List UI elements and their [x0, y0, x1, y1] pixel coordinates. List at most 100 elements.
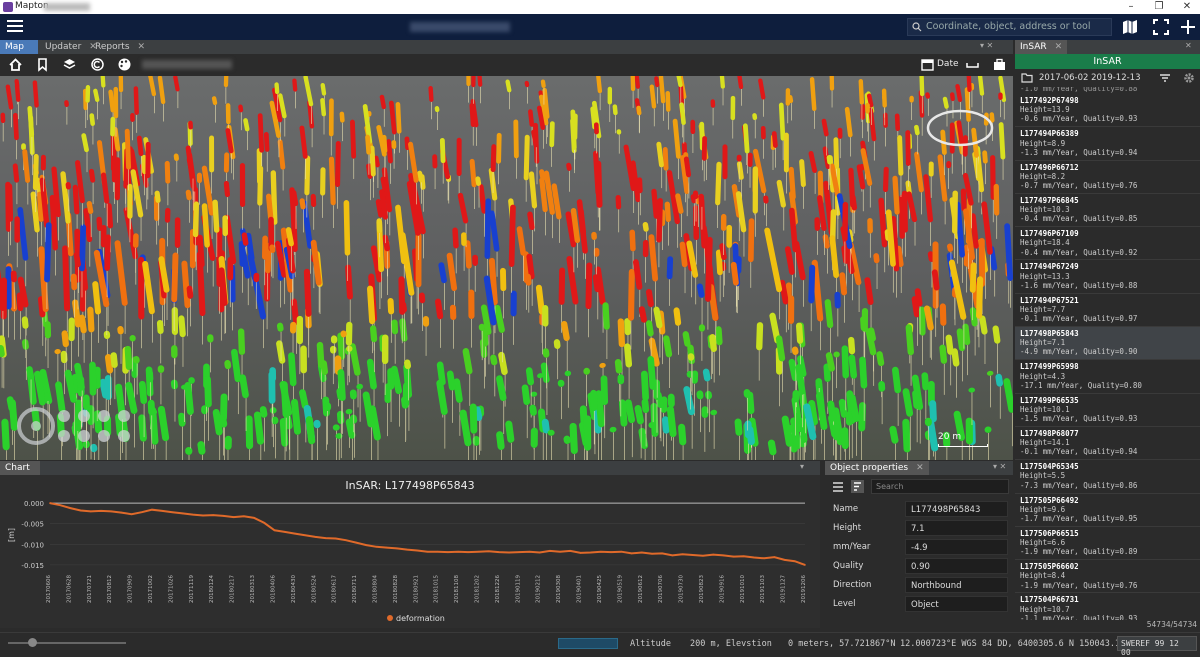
- deformation-pillar: [488, 257, 498, 306]
- search-input[interactable]: Coordinate, object, address or tool: [907, 18, 1112, 36]
- list-item[interactable]: L177494P66389 Height=8.9 -1.3 mm/Year, Qua…: [1015, 127, 1200, 161]
- list-item[interactable]: L177499P65998 Height=4.3 -17.1 mm/Year, Qu…: [1015, 360, 1200, 394]
- folder-icon[interactable]: [1021, 73, 1033, 83]
- list-item[interactable]: L177498P65843 Height=7.1 -4.9 mm/Year, Qua…: [1015, 327, 1200, 361]
- deformation-pillar: [276, 340, 286, 364]
- deformation-pillar: [60, 350, 68, 364]
- close-icon[interactable]: ✕: [1182, 1, 1192, 12]
- deformation-pillar: [320, 82, 327, 96]
- list-item[interactable]: L177494P67249 Height=13.3 -1.6 mm/Year, Qu…: [1015, 260, 1200, 294]
- time-slider-handle[interactable]: [28, 638, 37, 647]
- point-height: Height=4.3: [1020, 371, 1066, 381]
- deformation-pillar: [346, 345, 353, 352]
- calendar-icon[interactable]: [920, 57, 935, 72]
- deformation-pillar: [296, 315, 304, 345]
- deformation-pillar: [313, 419, 321, 429]
- prop-value[interactable]: L177498P65843: [905, 501, 1008, 517]
- deformation-pillar: [636, 105, 642, 116]
- fullscreen-icon[interactable]: [1152, 18, 1170, 36]
- deformation-pillar: [746, 426, 755, 446]
- sort-icon[interactable]: [851, 480, 864, 493]
- deformation-pillar: [946, 161, 952, 169]
- date-label[interactable]: Date: [937, 59, 959, 69]
- deformation-pillar: [837, 127, 843, 139]
- maximize-icon[interactable]: ❐: [1154, 1, 1164, 12]
- list-item[interactable]: L177497P66845 Height=10.3 -0.4 mm/Year, Qu…: [1015, 194, 1200, 228]
- data-point: [763, 557, 765, 560]
- tab-object-properties[interactable]: Object properties ✕: [825, 461, 929, 475]
- crs-selector[interactable]: SWEREF 99 12 00: [1117, 636, 1197, 657]
- time-slider-track[interactable]: [8, 642, 126, 644]
- window-titlebar: Mapton – ❐ ✕: [0, 0, 1200, 14]
- list-item[interactable]: L177504P65345 Height=5.5 -7.3 mm/Year, Qua…: [1015, 460, 1200, 494]
- list-item[interactable]: L177498P68077 Height=14.1 -0.1 mm/Year, Qu…: [1015, 427, 1200, 461]
- deformation-pillar: [736, 154, 742, 162]
- point-id: L177499P66535: [1020, 395, 1079, 405]
- list-item[interactable]: L177506P66515 Height=6.6 -1.9 mm/Year, Qua…: [1015, 527, 1200, 561]
- deformation-pillar: [345, 321, 353, 346]
- deformation-pillar: [132, 233, 139, 248]
- deformation-pillar: [720, 213, 727, 231]
- props-panel-menu-icon[interactable]: ▾ ✕: [993, 462, 1007, 471]
- list-item[interactable]: L177492P67498 Height=13.9 -0.6 mm/Year, Qu…: [1015, 94, 1200, 128]
- tab-chart[interactable]: Chart: [0, 461, 40, 475]
- bookmark-icon[interactable]: [35, 57, 50, 72]
- menu-icon[interactable]: [7, 20, 23, 34]
- layers-icon[interactable]: [62, 57, 77, 72]
- deformation-pillar: [815, 392, 828, 430]
- deformation-pillar: [114, 240, 128, 306]
- list-item[interactable]: L177504P66731 Height=10.7 -1.1 mm/Year, Qu…: [1015, 593, 1200, 620]
- list-item[interactable]: L177505P66492 Height=9.6 -1.7 mm/Year, Qua…: [1015, 494, 1200, 527]
- deformation-pillar: [799, 159, 806, 188]
- object-properties-panel: Search Name L177498P65843 Height 7.1 mm/Ye…: [825, 475, 1013, 628]
- list-item[interactable]: L177496P66712 Height=8.2 -0.7 mm/Year, Qua…: [1015, 161, 1200, 194]
- add-icon[interactable]: [1179, 18, 1197, 36]
- copyright-icon[interactable]: [90, 57, 105, 72]
- deformation-pillar: [422, 315, 430, 327]
- tab-insar[interactable]: InSAR ✕: [1015, 40, 1068, 54]
- tab-map[interactable]: Map: [0, 40, 38, 54]
- deformation-pillar: [201, 203, 210, 248]
- list-item[interactable]: L177494P67521 Height=7.7 -0.1 mm/Year, Qua…: [1015, 294, 1200, 328]
- home-icon[interactable]: [8, 57, 23, 72]
- insar-panel-close-icon[interactable]: ✕: [1185, 41, 1192, 50]
- deformation-pillar: [269, 100, 281, 139]
- deformation-pillar: [129, 148, 141, 187]
- deformation-pillar: [484, 198, 492, 259]
- prop-value[interactable]: Object: [905, 596, 1008, 612]
- deformation-pillar: [539, 177, 548, 213]
- chart-tabstrip: Chart ▾: [0, 461, 820, 475]
- props-search-input[interactable]: Search: [871, 479, 1009, 494]
- list-view-icon[interactable]: [832, 481, 844, 493]
- map-icon[interactable]: [1121, 18, 1139, 36]
- toolbox-icon[interactable]: [992, 57, 1007, 72]
- tab-updater[interactable]: Updater ✕: [45, 42, 97, 52]
- deformation-pillar: [600, 375, 609, 406]
- insar-3d-map[interactable]: [0, 76, 1013, 460]
- list-item[interactable]: L177499P66535 Height=10.1 -1.5 mm/Year, Qu…: [1015, 394, 1200, 427]
- ruler-icon[interactable]: [965, 57, 980, 72]
- prop-value[interactable]: 0.90: [905, 558, 1008, 574]
- deformation-pillar: [186, 157, 196, 179]
- data-point: [661, 552, 663, 555]
- map-view[interactable]: 20 m: [0, 76, 1013, 460]
- navigation-control[interactable]: [16, 404, 136, 448]
- prop-value[interactable]: 7.1: [905, 520, 1008, 536]
- tab-reports[interactable]: Reports ✕: [95, 42, 146, 52]
- prop-value[interactable]: -4.9: [905, 539, 1008, 555]
- deformation-pillar: [767, 439, 777, 456]
- panel-menu-icon[interactable]: ▾ ✕: [980, 41, 994, 50]
- filter-icon[interactable]: [1159, 73, 1171, 83]
- insar-date-range[interactable]: 2017-06-02 2019-12-13: [1039, 73, 1141, 83]
- chart-panel-menu-icon[interactable]: ▾: [800, 462, 805, 471]
- palette-icon[interactable]: [117, 57, 132, 72]
- prop-value[interactable]: Northbound: [905, 577, 1008, 593]
- deformation-pillar: [324, 402, 332, 412]
- list-item[interactable]: L177505P66602 Height=8.4 -1.9 mm/Year, Qua…: [1015, 560, 1200, 594]
- insar-point-list[interactable]: -1.0 mm/Year, Quality=0.88 L177492P67498…: [1015, 87, 1200, 620]
- deformation-pillar: [701, 406, 709, 419]
- deformation-pillar: [99, 76, 106, 88]
- settings-icon[interactable]: [1183, 72, 1195, 84]
- minimize-icon[interactable]: –: [1128, 1, 1134, 12]
- list-item[interactable]: L177496P67109 Height=18.4 -0.4 mm/Year, Qu…: [1015, 227, 1200, 261]
